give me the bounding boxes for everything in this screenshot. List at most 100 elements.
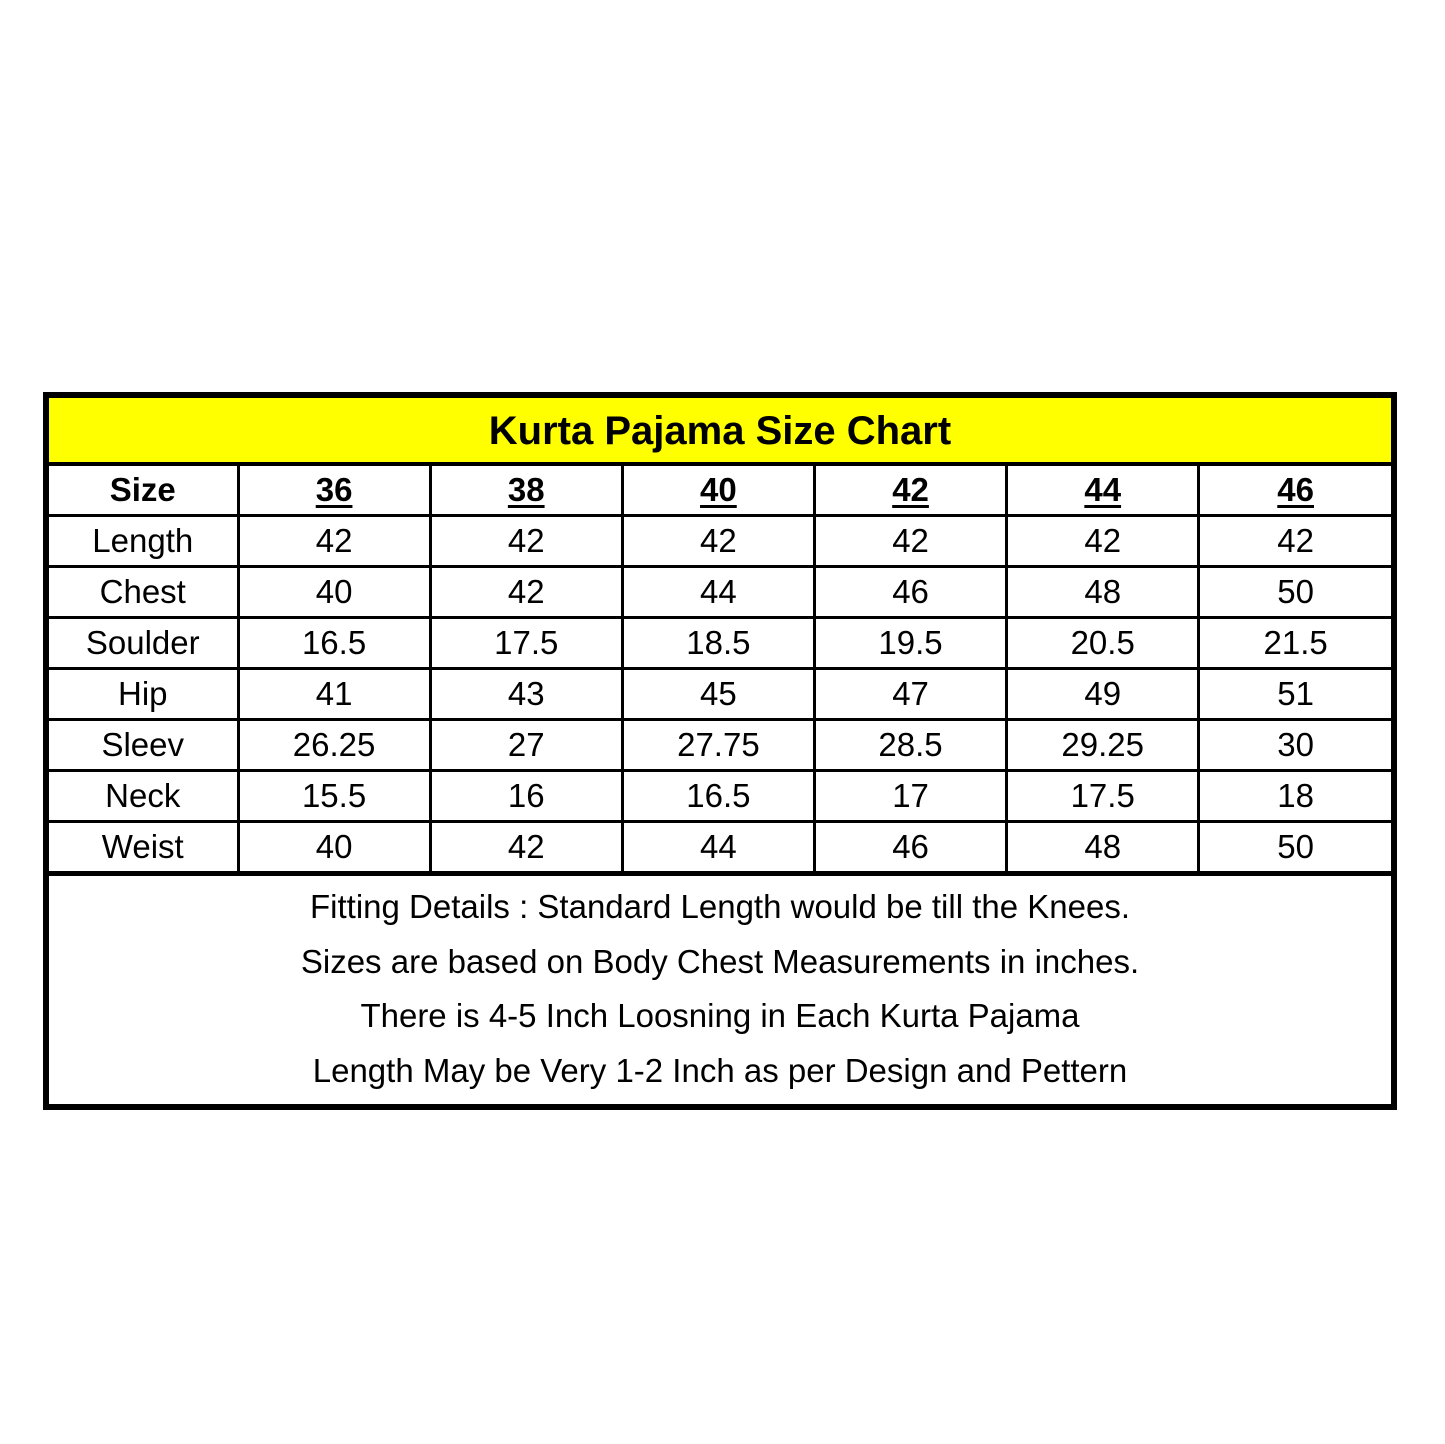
table-cell-text: 18 — [1277, 777, 1314, 814]
table-cell-text: 48 — [1084, 573, 1122, 610]
table-cell: 42 — [812, 514, 1009, 568]
table-cell: 48 — [1005, 565, 1201, 619]
table-cell-text: 18.5 — [686, 624, 751, 661]
table-cell: 50 — [1197, 565, 1391, 619]
table-cell: 43 — [428, 667, 624, 721]
table-cell: 18 — [1197, 769, 1391, 823]
table-cell: 48 — [1005, 820, 1201, 876]
table-cell-text: 46 — [892, 828, 929, 865]
table-cell: 46 — [812, 820, 1009, 876]
table-row: Weist 40 42 44 46 48 50 — [49, 820, 1391, 876]
table-cell: 19.5 — [812, 616, 1009, 670]
row-label: Soulder — [49, 616, 240, 670]
table-cell-text: 17 — [892, 777, 929, 814]
table-cell: 46 — [812, 565, 1009, 619]
table-cell-text: 16.5 — [686, 777, 751, 814]
table-cell-text: 19.5 — [878, 624, 943, 661]
table-cell: 17.5 — [1005, 769, 1201, 823]
table-cell: 47 — [812, 667, 1009, 721]
size-header-text: 36 — [315, 471, 353, 508]
table-cell-text: 27 — [507, 726, 545, 763]
table-cell-text: 50 — [1277, 573, 1314, 610]
table-cell-text: 45 — [700, 675, 737, 712]
table-cell: 15.5 — [236, 769, 432, 823]
row-label-text: Weist — [101, 828, 184, 865]
row-label: Weist — [49, 820, 240, 876]
table-cell-text: 42 — [507, 573, 545, 610]
note-line: Sizes are based on Body Chest Measuremen… — [300, 942, 1140, 980]
row-label: Hip — [49, 667, 240, 721]
row-label-text: Sleev — [101, 726, 185, 763]
row-label: Sleev — [49, 718, 240, 772]
table-cell: 42 — [1197, 514, 1391, 568]
table-cell: 42 — [428, 565, 624, 619]
table-cell-text: 21.5 — [1263, 624, 1328, 661]
table-cell: 20.5 — [1005, 616, 1201, 670]
table-cell-text: 51 — [1277, 675, 1314, 712]
table-row: Chest 40 42 44 46 48 50 — [49, 565, 1391, 619]
table-cell: 26.25 — [236, 718, 432, 772]
table-cell-text: 30 — [1277, 726, 1314, 763]
table-cell-text: 50 — [1277, 828, 1314, 865]
row-label: Neck — [49, 769, 240, 823]
row-label-text: Hip — [117, 675, 168, 712]
table-row: Hip 41 43 45 47 49 51 — [49, 667, 1391, 721]
size-header-text: 44 — [1084, 471, 1122, 508]
table-cell-text: 43 — [507, 675, 545, 712]
table-cell-text: 48 — [1084, 828, 1122, 865]
table-cell-text: 17.5 — [494, 624, 559, 661]
table-cell: 44 — [620, 565, 816, 619]
table-cell-text: 40 — [315, 573, 353, 610]
note-line: Length May be Very 1-2 Inch as per Desig… — [312, 1051, 1128, 1089]
table-cell-text: 42 — [700, 522, 737, 559]
table-cell-text: 42 — [507, 522, 545, 559]
table-cell-text: 17.5 — [1070, 777, 1135, 814]
table-cell: 41 — [236, 667, 432, 721]
table-cell: 42 — [1005, 514, 1201, 568]
table-cell-text: 16 — [507, 777, 545, 814]
size-header-text: 46 — [1277, 471, 1314, 508]
row-label-text: Length — [92, 522, 194, 559]
table-cell: 17.5 — [428, 616, 624, 670]
table-cell-text: 49 — [1084, 675, 1122, 712]
table-cell: 29.25 — [1005, 718, 1201, 772]
table-cell: 40 — [236, 820, 432, 876]
row-label-text: Size — [109, 471, 176, 508]
header-row: Size 36 38 40 42 44 46 — [49, 466, 1391, 517]
table-cell: 27.75 — [620, 718, 816, 772]
table-cell-text: 26.25 — [292, 726, 376, 763]
fitting-notes: Fitting Details : Standard Length would … — [49, 876, 1391, 1104]
table-cell: 18.5 — [620, 616, 816, 670]
table-cell: 44 — [620, 820, 816, 876]
table-cell: 49 — [1005, 667, 1201, 721]
table-cell: 42 — [236, 514, 432, 568]
note-line: Fitting Details : Standard Length would … — [310, 888, 1130, 925]
table-row: Soulder 16.5 17.5 18.5 19.5 20.5 21.5 — [49, 616, 1391, 670]
table-row: Sleev 26.25 27 27.75 28.5 29.25 30 — [49, 718, 1391, 772]
size-header: 42 — [812, 466, 1009, 517]
size-chart: Kurta Pajama Size Chart Size 36 38 40 42 44 46… — [43, 392, 1397, 1110]
table-cell: 42 — [428, 514, 624, 568]
table-cell-text: 15.5 — [301, 777, 367, 814]
table-cell-text: 42 — [1277, 522, 1314, 559]
table-cell-text: 20.5 — [1070, 624, 1135, 661]
table-cell: 30 — [1197, 718, 1391, 772]
table-cell-text: 27.75 — [677, 726, 760, 763]
table-cell-text: 47 — [892, 675, 929, 712]
table-cell: 16 — [428, 769, 624, 823]
row-label: Chest — [49, 565, 240, 619]
table-cell-text: 16.5 — [301, 624, 367, 661]
size-header: 36 — [236, 466, 432, 517]
table-cell-text: 41 — [315, 675, 353, 712]
table-cell: 42 — [620, 514, 816, 568]
size-header: 46 — [1197, 466, 1391, 517]
table-cell: 50 — [1197, 820, 1391, 876]
table-cell: 42 — [428, 820, 624, 876]
size-header-text: 38 — [507, 471, 545, 508]
table-row: Length 42 42 42 42 42 42 — [49, 514, 1391, 568]
table-cell-text: 42 — [892, 522, 929, 559]
table-row: Neck 15.5 16 16.5 17 17.5 18 — [49, 769, 1391, 823]
note-line: There is 4-5 Inch Loosning in Each Kurta… — [360, 997, 1080, 1034]
row-label-text: Chest — [99, 573, 186, 610]
table-cell: 51 — [1197, 667, 1391, 721]
